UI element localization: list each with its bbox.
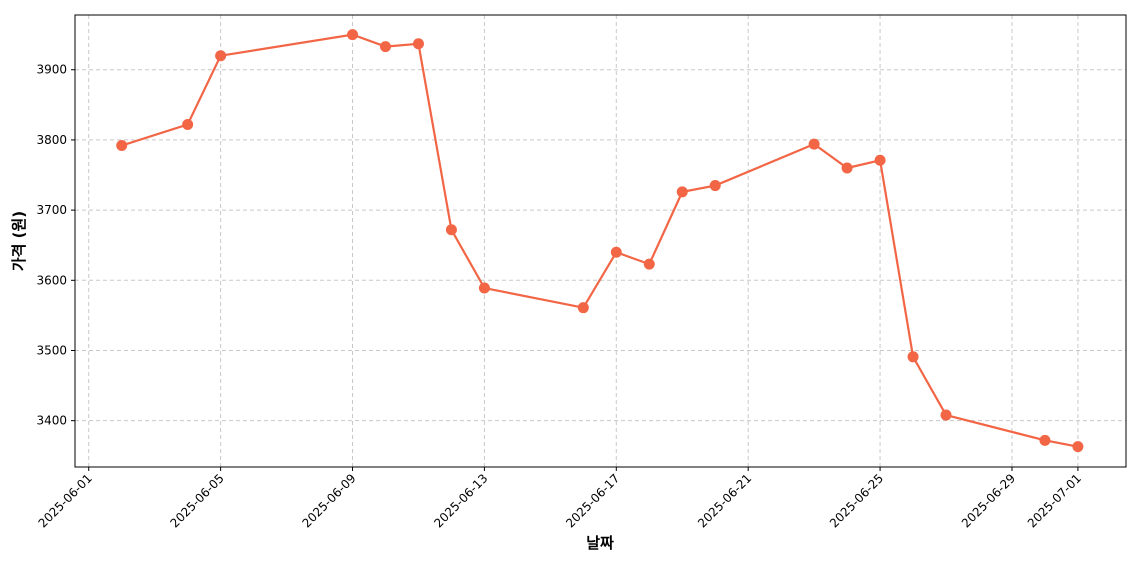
- x-tick-label: 2025-06-01: [36, 471, 95, 530]
- point: [874, 154, 886, 166]
- y-tick-label: 3600: [36, 273, 67, 287]
- x-axis-label: 날짜: [586, 534, 614, 552]
- x-tick-label: 2025-06-09: [299, 471, 358, 530]
- x-tick-label: 2025-06-17: [563, 471, 622, 530]
- x-tick-label: 2025-06-05: [168, 471, 227, 530]
- point: [347, 29, 359, 41]
- x-tick-label: 2025-06-21: [695, 471, 754, 530]
- x-tick-label: 2025-06-13: [431, 471, 490, 530]
- y-tick-label: 3400: [36, 414, 67, 428]
- x-tick-label: 2025-06-25: [827, 471, 886, 530]
- y-tick-label: 3900: [36, 63, 67, 77]
- plot-frame: [74, 14, 1127, 468]
- x-tick-label: 2025-06-29: [959, 471, 1018, 530]
- y-tick-label: 3800: [36, 133, 67, 147]
- point: [478, 282, 490, 294]
- point: [1039, 434, 1051, 446]
- point: [182, 118, 194, 130]
- y-tick-label: 3500: [36, 343, 67, 357]
- point: [445, 224, 457, 236]
- y-axis-label: 가격 (원): [10, 211, 28, 271]
- point: [643, 258, 655, 270]
- point: [1072, 441, 1084, 453]
- y-tick-label: 3700: [36, 203, 67, 217]
- point: [940, 409, 952, 421]
- point: [709, 180, 721, 192]
- point: [379, 41, 391, 53]
- point: [412, 38, 424, 50]
- point: [215, 50, 227, 62]
- line: [121, 33, 1079, 448]
- point: [841, 162, 853, 174]
- point: [907, 351, 919, 363]
- point: [577, 302, 589, 314]
- point: [610, 246, 622, 258]
- point: [676, 186, 688, 198]
- point: [116, 140, 128, 152]
- x-tick-label: 2025-07-01: [1025, 471, 1084, 530]
- point: [808, 138, 820, 150]
